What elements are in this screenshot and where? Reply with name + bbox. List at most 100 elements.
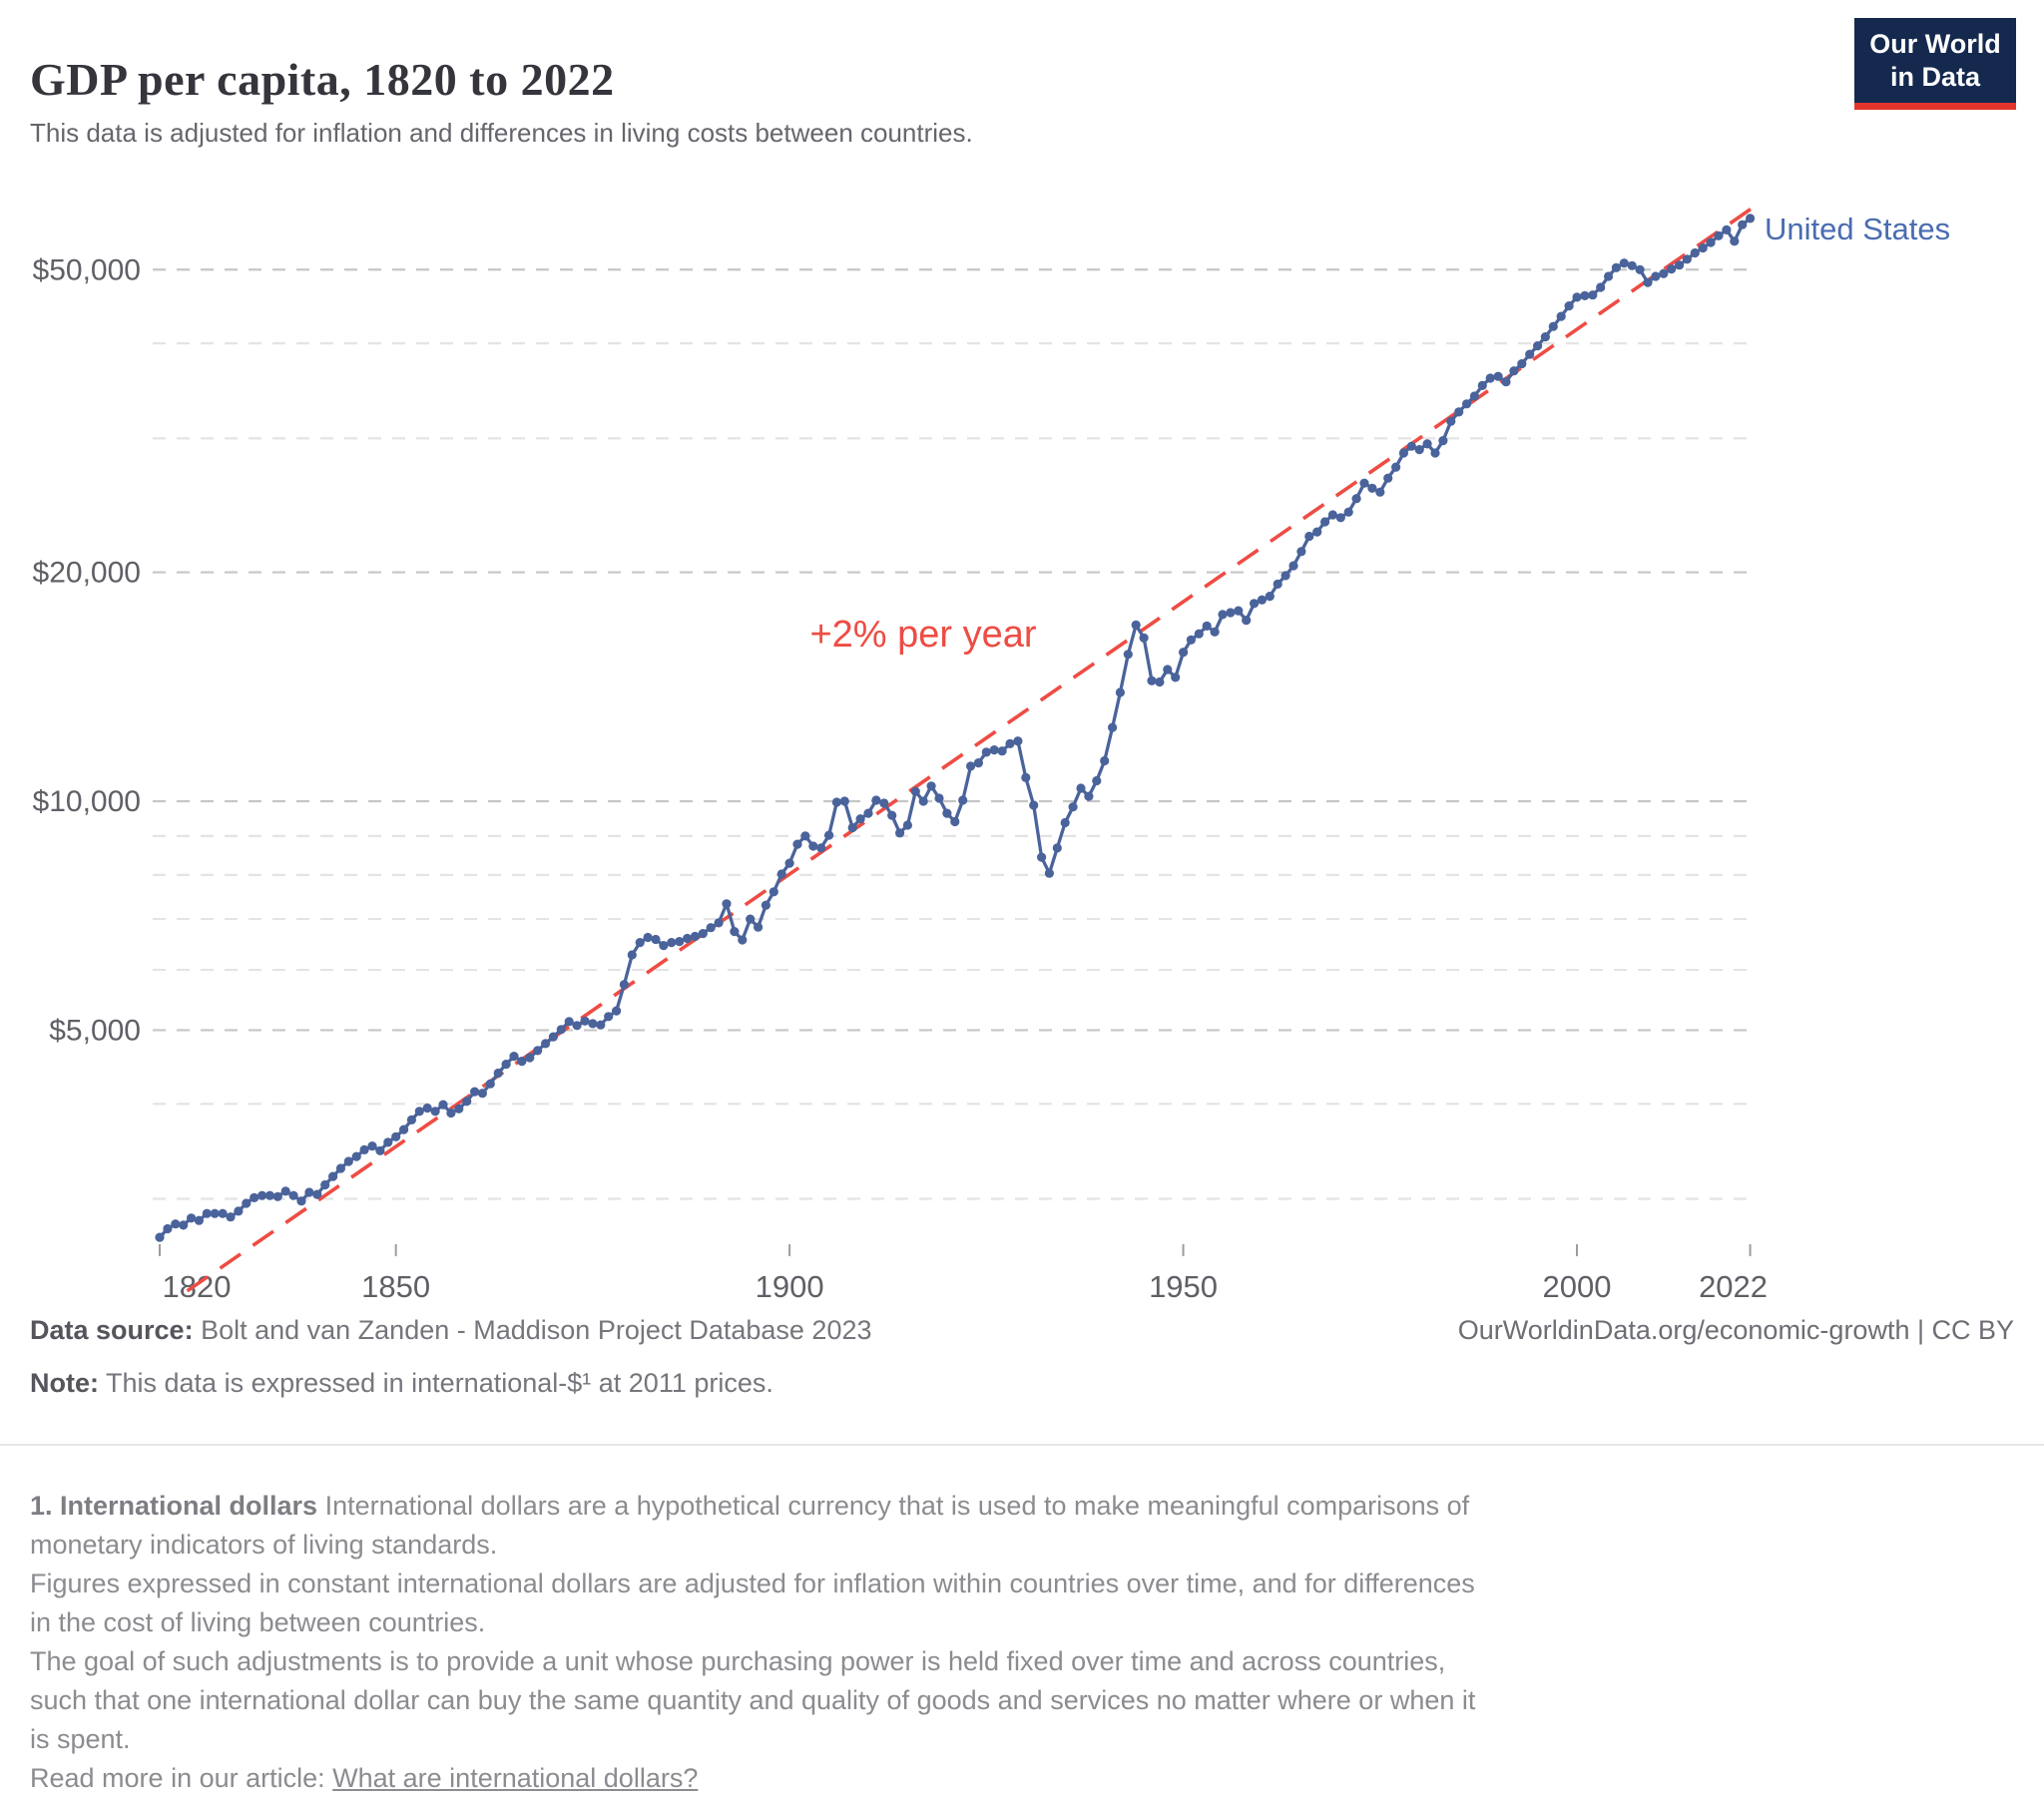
data-point[interactable] (517, 1057, 527, 1067)
data-point[interactable] (1147, 675, 1157, 685)
data-point[interactable] (746, 914, 756, 924)
data-point[interactable] (792, 839, 802, 849)
data-point[interactable] (784, 858, 794, 868)
credit-link[interactable]: OurWorldinData.org/economic-growth | CC … (1457, 1315, 2014, 1345)
data-point[interactable] (242, 1198, 252, 1208)
data-point[interactable] (328, 1171, 338, 1181)
data-point[interactable] (667, 938, 677, 948)
data-point[interactable] (1250, 599, 1260, 609)
data-point[interactable] (588, 1019, 598, 1029)
data-point[interactable] (391, 1131, 401, 1141)
data-point[interactable] (1242, 616, 1252, 626)
data-point[interactable] (816, 843, 826, 853)
data-point[interactable] (280, 1186, 290, 1196)
data-point[interactable] (1548, 321, 1558, 331)
data-point[interactable] (1454, 407, 1464, 417)
data-point[interactable] (187, 1213, 197, 1223)
data-point[interactable] (1367, 483, 1377, 493)
data-point[interactable] (438, 1100, 448, 1110)
data-point[interactable] (683, 933, 693, 944)
data-point[interactable] (1485, 373, 1495, 383)
data-point[interactable] (1312, 527, 1322, 537)
data-point[interactable] (1021, 772, 1031, 783)
data-point[interactable] (414, 1107, 424, 1117)
data-point[interactable] (1320, 517, 1330, 527)
data-point[interactable] (1280, 571, 1290, 581)
data-point[interactable] (831, 797, 842, 807)
data-point[interactable] (1163, 665, 1173, 674)
data-point[interactable] (1044, 868, 1054, 878)
data-point[interactable] (541, 1039, 551, 1049)
data-point[interactable] (399, 1124, 409, 1134)
data-point[interactable] (1218, 610, 1228, 620)
data-point[interactable] (422, 1103, 432, 1114)
international-dollars-link[interactable]: What are international dollars? (332, 1763, 699, 1793)
data-point[interactable] (367, 1141, 377, 1151)
data-point[interactable] (1234, 606, 1244, 616)
data-point[interactable] (218, 1208, 228, 1218)
data-point[interactable] (1351, 494, 1361, 504)
data-point[interactable] (1588, 290, 1598, 300)
data-point[interactable] (1052, 843, 1062, 853)
data-point[interactable] (1604, 271, 1614, 281)
data-point[interactable] (942, 808, 952, 818)
data-point[interactable] (525, 1053, 535, 1063)
data-point[interactable] (1123, 650, 1133, 660)
data-point[interactable] (234, 1206, 244, 1216)
data-point[interactable] (383, 1137, 393, 1147)
data-point[interactable] (902, 820, 913, 830)
data-point[interactable] (1257, 595, 1267, 605)
data-point[interactable] (1738, 220, 1748, 229)
data-point[interactable] (288, 1190, 298, 1200)
data-point[interactable] (1722, 225, 1732, 234)
data-point[interactable] (989, 745, 999, 755)
data-point[interactable] (800, 831, 810, 841)
data-point[interactable] (1179, 648, 1189, 658)
data-point[interactable] (1643, 277, 1653, 287)
data-point[interactable] (1659, 268, 1669, 278)
data-point[interactable] (1131, 620, 1141, 631)
data-point[interactable] (918, 796, 928, 806)
data-point[interactable] (1037, 852, 1047, 862)
data-point[interactable] (754, 922, 764, 932)
data-point[interactable] (1414, 445, 1424, 455)
data-point[interactable] (1698, 242, 1708, 253)
data-point[interactable] (1493, 371, 1503, 381)
data-point[interactable] (1462, 399, 1472, 409)
data-point[interactable] (926, 781, 936, 791)
data-point[interactable] (564, 1017, 574, 1027)
data-point[interactable] (1540, 332, 1550, 342)
data-point[interactable] (761, 900, 771, 910)
data-point[interactable] (1076, 783, 1086, 793)
data-point[interactable] (210, 1208, 220, 1218)
data-point[interactable] (1430, 448, 1440, 458)
data-point[interactable] (1469, 391, 1479, 401)
data-point[interactable] (1564, 301, 1574, 311)
data-point[interactable] (1139, 633, 1149, 643)
data-point[interactable] (406, 1115, 416, 1124)
data-point[interactable] (1627, 260, 1637, 270)
data-point[interactable] (1406, 441, 1416, 451)
data-point[interactable] (163, 1223, 173, 1234)
data-point[interactable] (1273, 579, 1282, 590)
data-point[interactable] (950, 816, 960, 827)
data-point[interactable] (1398, 448, 1408, 458)
data-point[interactable] (839, 796, 849, 806)
data-point[interactable] (981, 747, 991, 757)
data-point[interactable] (1194, 629, 1204, 639)
data-point[interactable] (1746, 214, 1756, 224)
data-point[interactable] (879, 798, 889, 808)
data-point[interactable] (1651, 271, 1661, 281)
data-point[interactable] (824, 830, 834, 840)
data-point[interactable] (1477, 380, 1487, 390)
series-label-united-states[interactable]: United States (1765, 212, 1950, 246)
data-point[interactable] (533, 1046, 543, 1056)
data-point[interactable] (1446, 416, 1456, 426)
owid-logo[interactable]: Our World in Data (1854, 18, 2016, 110)
data-point[interactable] (934, 793, 944, 803)
data-point[interactable] (612, 1006, 622, 1016)
data-point[interactable] (501, 1060, 511, 1070)
data-point[interactable] (1611, 262, 1621, 272)
data-point[interactable] (847, 822, 857, 833)
data-point[interactable] (1092, 775, 1102, 786)
